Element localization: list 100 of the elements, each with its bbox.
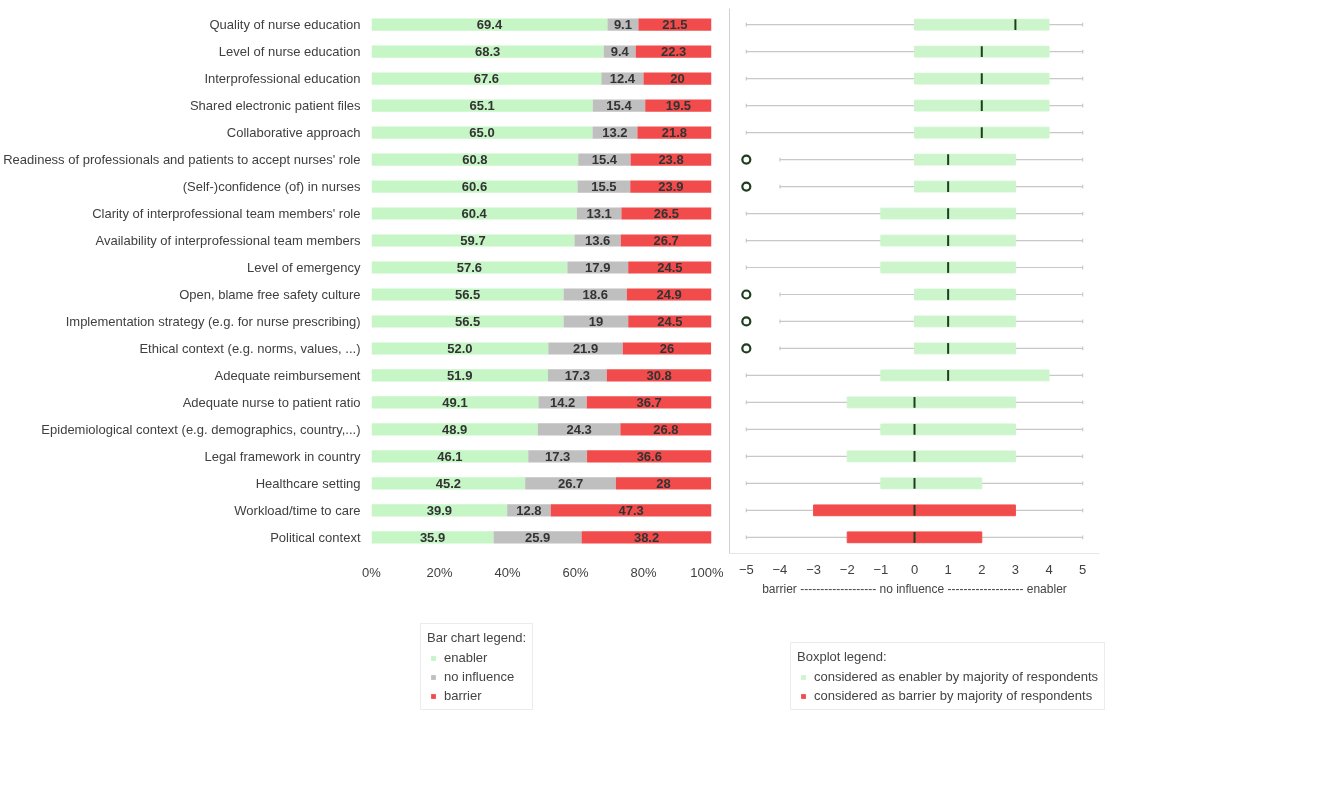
data-label: 15.5 (591, 179, 617, 195)
data-label: 48.9 (441, 421, 468, 437)
data-label: 23.9 (658, 179, 684, 195)
bar (630, 180, 712, 193)
data-label: 19.5 (665, 98, 692, 114)
data-label: 9.1 (613, 17, 632, 33)
bar (371, 153, 579, 166)
x-tick-label: −1 (873, 561, 889, 577)
data-label: 26.7 (557, 475, 584, 491)
x-tick-label: 5 (1079, 561, 1087, 577)
data-label: 28 (656, 475, 671, 491)
y-tick-label: (Self-)confidence (of) in nurses (182, 179, 361, 195)
data-label: 19 (588, 313, 604, 329)
data-label: 60.8 (462, 152, 488, 168)
bar (548, 342, 623, 355)
y-tick-label: Level of nurse education (218, 44, 361, 60)
y-tick-label: Healthcare setting (255, 475, 361, 491)
data-label: 12.4 (609, 71, 636, 87)
legend-label: enabler (444, 650, 488, 665)
legend-title: Boxplot legend: (797, 649, 888, 664)
y-tick-label: Implementation strategy (e.g. for nurse prescribing) (65, 313, 361, 329)
x-tick-label: 80% (630, 564, 657, 580)
data-label: 68.3 (474, 44, 501, 60)
data-label: 45.2 (435, 475, 461, 491)
data-label: 23.8 (658, 152, 684, 168)
data-label: 21.5 (662, 17, 688, 33)
data-label: 36.6 (636, 448, 662, 464)
bar (615, 477, 712, 490)
data-label: 52.0 (447, 340, 473, 356)
bar (371, 18, 608, 31)
bar (371, 234, 575, 247)
x-tick-label: −5 (738, 561, 754, 577)
legend-label: considered as barrier by majority of respondents (814, 688, 1093, 703)
bar (371, 396, 539, 409)
bar (620, 234, 712, 247)
data-label: 12.8 (516, 502, 542, 518)
y-tick-label: Epidemiological context (e.g. demographics, country,...) (41, 421, 361, 437)
bar (563, 315, 629, 328)
bar (371, 45, 604, 58)
data-label: 21.9 (572, 340, 599, 356)
data-label: 20 (670, 71, 685, 87)
data-label: 17.3 (564, 367, 591, 383)
data-label: 24.3 (566, 421, 592, 437)
data-label: 17.3 (545, 448, 571, 464)
data-label: 26.5 (653, 206, 680, 222)
legend-label: barrier (444, 688, 482, 703)
data-label: 65.0 (469, 125, 495, 141)
data-label: 69.4 (476, 17, 503, 33)
data-label: 38.2 (633, 529, 660, 545)
bar (371, 72, 602, 85)
data-label: 15.4 (591, 152, 618, 168)
data-label: 9.4 (610, 44, 630, 60)
bar (371, 180, 578, 193)
x-tick-label: −4 (772, 561, 788, 577)
data-label: 21.8 (661, 125, 688, 141)
data-label: 26.7 (653, 233, 679, 249)
data-label: 18.6 (582, 286, 608, 302)
x-tick-label: 1 (944, 561, 952, 577)
x-tick-label: 3 (1011, 561, 1020, 577)
data-label: 13.1 (586, 206, 612, 222)
bar (371, 261, 568, 274)
y-tick-label: Open, blame free safety culture (179, 286, 361, 302)
bar (621, 207, 712, 220)
data-label: 25.9 (524, 529, 551, 545)
data-label: 24.5 (657, 313, 683, 329)
bar (626, 288, 712, 301)
y-tick-label: Interprofessional education (204, 71, 361, 87)
data-label: 60.4 (461, 206, 488, 222)
data-label: 26 (659, 340, 675, 356)
x-tick-label: −2 (839, 561, 855, 577)
data-label: 65.1 (469, 98, 495, 114)
legend-label: no influence (444, 669, 515, 684)
x-tick-label: 4 (1045, 561, 1053, 577)
bar (371, 315, 564, 328)
x-axis-title: barrier ------------------- no influence ------------------- enabler (762, 581, 1067, 596)
bar (606, 369, 712, 382)
data-label: 26.8 (653, 421, 679, 437)
data-label: 13.2 (602, 125, 628, 141)
data-label: 36.7 (636, 394, 662, 410)
y-tick-label: Clarity of interprofessional team members' role (92, 206, 361, 222)
bar (550, 504, 712, 517)
data-label: 49.1 (442, 394, 468, 410)
bar (371, 423, 538, 436)
data-label: 30.8 (646, 367, 672, 383)
bar (371, 126, 593, 139)
data-label: 24.9 (656, 286, 682, 302)
bar (371, 288, 564, 301)
data-label: 56.5 (454, 286, 481, 302)
y-tick-label: Adequate nurse to patient ratio (182, 394, 361, 410)
data-label: 56.5 (454, 313, 481, 329)
y-tick-label: Availability of interprofessional team members (95, 233, 361, 249)
data-label: 67.6 (473, 71, 500, 87)
y-tick-label: Readiness of professionals and patients to accept nurses' role (3, 152, 361, 168)
data-label: 14.2 (549, 394, 576, 410)
x-tick-label: 40% (494, 564, 521, 580)
data-label: 17.9 (585, 260, 611, 276)
data-label: 24.5 (657, 260, 683, 276)
data-label: 57.6 (456, 260, 483, 276)
y-tick-label: Quality of nurse education (209, 17, 361, 33)
bar (622, 342, 712, 355)
